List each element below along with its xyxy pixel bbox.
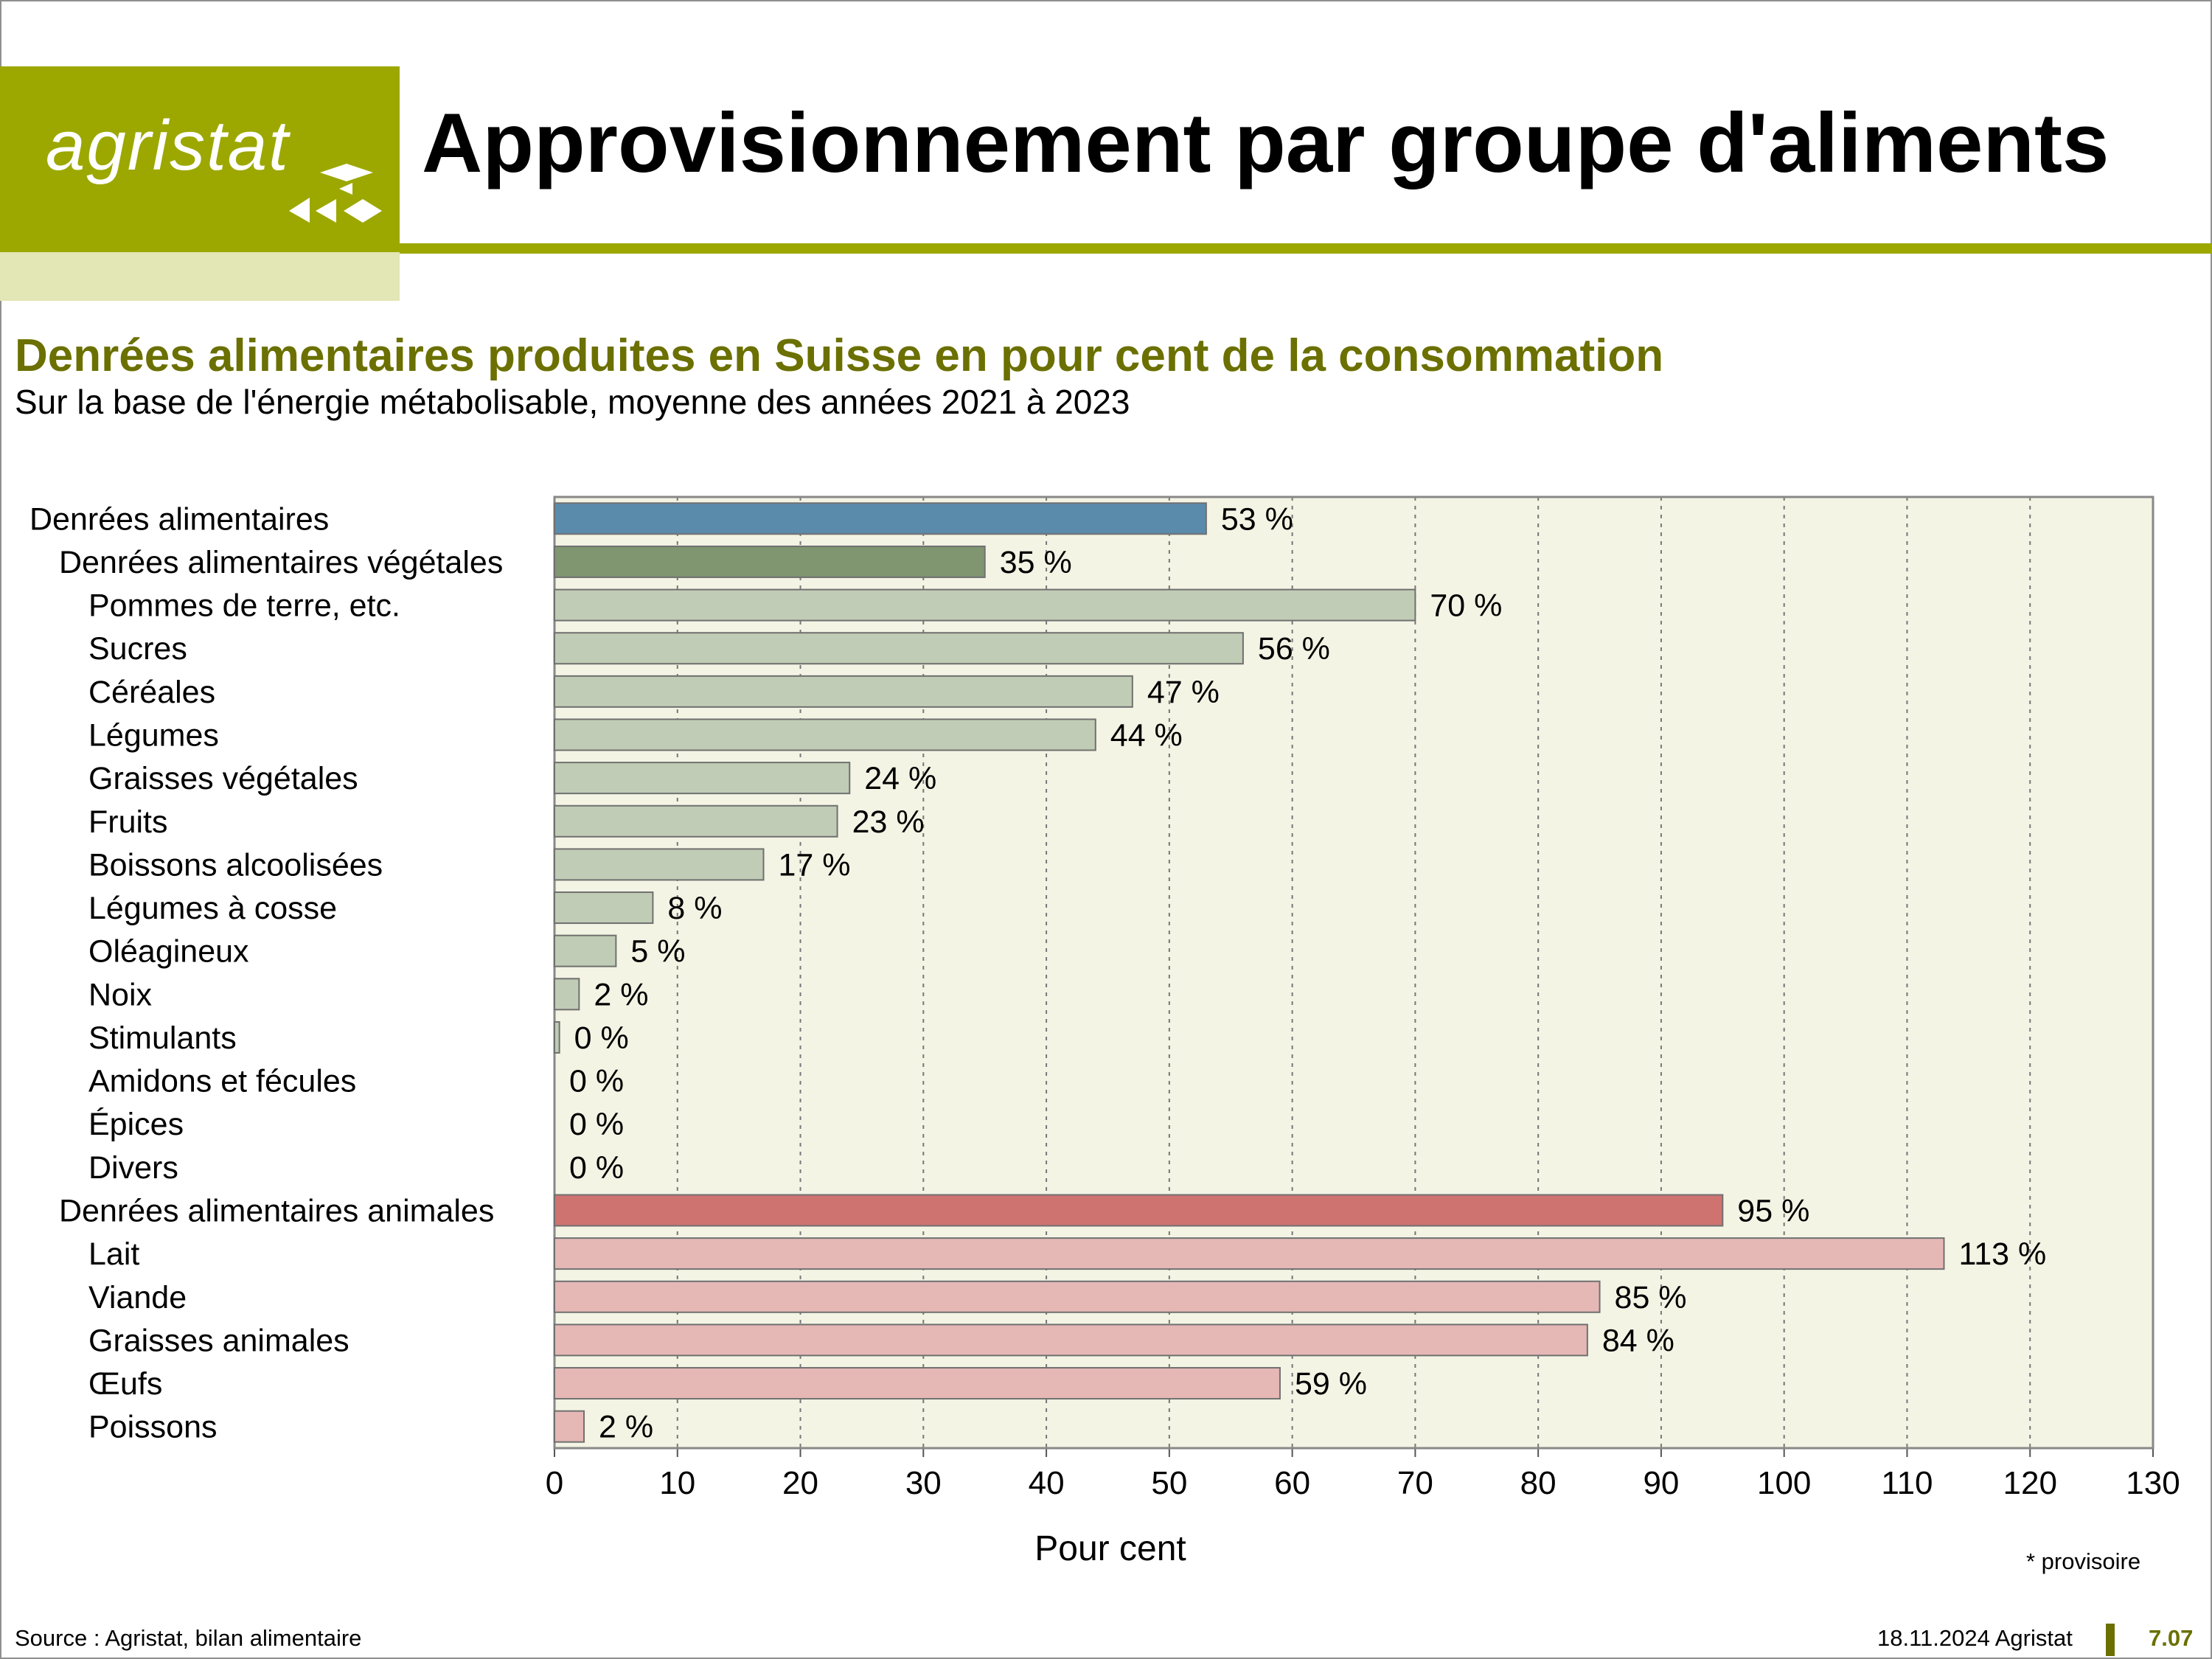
- x-tick-label: 110: [1881, 1465, 1933, 1501]
- bar: [554, 1020, 560, 1054]
- data-label: 84 %: [1602, 1323, 1674, 1358]
- data-label: 35 %: [1000, 545, 1072, 580]
- bar: [554, 632, 1244, 665]
- bar: [554, 978, 580, 1011]
- bar: [554, 1280, 1601, 1313]
- bar: [554, 762, 851, 795]
- data-label: 59 %: [1295, 1366, 1367, 1402]
- data-label: 23 %: [852, 804, 925, 840]
- data-label: 2 %: [599, 1410, 653, 1445]
- bar: [554, 588, 1416, 622]
- category-label: Sucres: [88, 631, 187, 667]
- chart-subtitle: Sur la base de l'énergie métabolisable, …: [15, 383, 1130, 421]
- provisional-note: * provisoire: [2026, 1548, 2141, 1574]
- data-label: 24 %: [864, 761, 936, 796]
- bar: [554, 545, 986, 578]
- bar: [554, 1194, 1724, 1227]
- category-label: Œufs: [88, 1366, 162, 1402]
- category-label: Boissons alcoolisées: [88, 847, 383, 883]
- data-label: 0 %: [569, 1064, 624, 1099]
- footer-divider: [2106, 1624, 2115, 1656]
- bar: [554, 1410, 585, 1443]
- category-label: Épices: [88, 1107, 184, 1142]
- category-label: Céréales: [88, 675, 215, 710]
- bar: [554, 502, 1207, 535]
- category-label: Noix: [88, 977, 153, 1012]
- data-label: 0 %: [574, 1020, 629, 1056]
- x-tick-label: 50: [1151, 1465, 1187, 1501]
- category-label: Lait: [88, 1237, 139, 1272]
- footer-date: 18.11.2024 Agristat: [1877, 1625, 2073, 1651]
- category-label: Graisses animales: [88, 1323, 349, 1358]
- category-label: Pommes de terre, etc.: [88, 588, 400, 624]
- category-label: Amidons et fécules: [88, 1064, 356, 1099]
- data-label: 95 %: [1737, 1194, 1809, 1229]
- bar: [554, 1237, 1945, 1270]
- x-tick-label: 40: [1029, 1465, 1065, 1501]
- category-label: Denrées alimentaires: [29, 501, 329, 537]
- bar: [554, 1367, 1281, 1400]
- title-rule: [400, 243, 2212, 254]
- logo-mark-icon: [289, 164, 382, 223]
- data-label: 0 %: [569, 1150, 624, 1186]
- category-label: Oléagineux: [88, 934, 249, 970]
- category-label: Stimulants: [88, 1020, 237, 1056]
- category-label: Viande: [88, 1280, 187, 1315]
- bar: [554, 718, 1096, 751]
- page-number: 7.07: [2149, 1625, 2194, 1651]
- data-label: 44 %: [1110, 718, 1183, 754]
- plot-border: [553, 495, 2154, 1450]
- logo-box: [0, 66, 400, 252]
- data-label: 0 %: [569, 1107, 624, 1142]
- logo-strip: [0, 252, 400, 301]
- category-label: Légumes: [88, 718, 219, 754]
- bar-chart: 0 10 20 30 40 50 60 70 80 90 100 110 120 130 Denrées a…: [29, 495, 2180, 1568]
- x-tick-label: 100: [1757, 1465, 1811, 1501]
- category-label: Graisses végétales: [88, 761, 358, 796]
- category-label: Divers: [88, 1150, 178, 1186]
- bar: [554, 1324, 1588, 1357]
- data-label: 85 %: [1615, 1280, 1687, 1315]
- category-label: Denrées alimentaires végétales: [59, 545, 503, 580]
- bar: [554, 934, 617, 967]
- x-tick-label: 90: [1643, 1465, 1679, 1501]
- x-axis-label: Pour cent: [1034, 1529, 1186, 1568]
- bar: [554, 804, 838, 838]
- bar: [554, 848, 765, 881]
- chart-title: Denrées alimentaires produites en Suisse…: [15, 330, 1664, 381]
- category-label: Poissons: [88, 1410, 217, 1445]
- data-label: 47 %: [1147, 675, 1220, 710]
- x-tick-label: 10: [659, 1465, 695, 1501]
- bar: [554, 891, 654, 925]
- page-title: Approvisionnement par groupe d'aliments: [422, 97, 2110, 190]
- category-label: Légumes à cosse: [88, 891, 337, 926]
- data-label: 70 %: [1430, 588, 1502, 624]
- data-label: 113 %: [1958, 1237, 2046, 1272]
- x-tick-label: 20: [782, 1465, 818, 1501]
- data-label: 17 %: [779, 847, 851, 883]
- x-tick-label: 120: [2003, 1465, 2057, 1501]
- data-label: 8 %: [667, 891, 722, 926]
- x-tick-label: 60: [1274, 1465, 1310, 1501]
- data-label: 2 %: [594, 977, 648, 1012]
- x-tick-label: 130: [2126, 1465, 2180, 1501]
- data-label: 5 %: [630, 934, 685, 970]
- category-label: Denrées alimentaires animales: [59, 1194, 494, 1229]
- x-tick-label: 30: [905, 1465, 942, 1501]
- logo-text: agristat: [46, 106, 290, 185]
- x-tick-label: 80: [1520, 1465, 1557, 1501]
- bar: [554, 675, 1133, 708]
- source-text: Source : Agristat, bilan alimentaire: [15, 1625, 362, 1651]
- category-label: Fruits: [88, 804, 168, 840]
- x-tick-label: 70: [1397, 1465, 1433, 1501]
- x-tick-label: 0: [546, 1465, 563, 1501]
- data-label: 56 %: [1258, 631, 1330, 667]
- data-label: 53 %: [1221, 501, 1293, 537]
